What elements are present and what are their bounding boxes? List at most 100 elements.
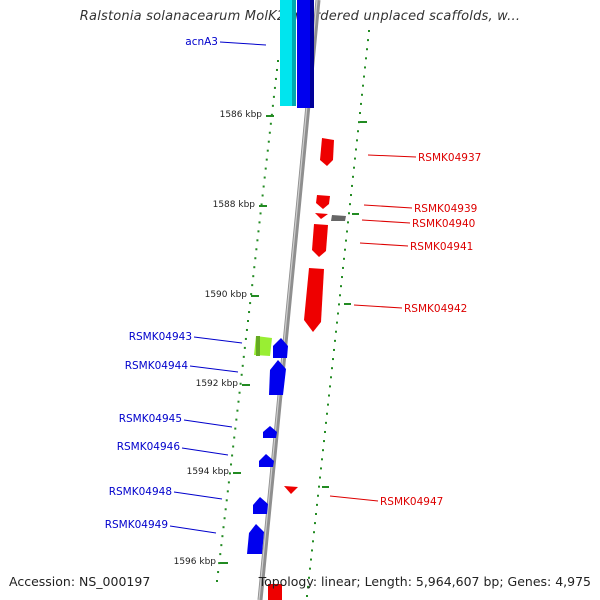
kbp-scale: 1586 kbp 1588 kbp 1590 kbp 1592 kbp 1594 kbp… <box>174 110 274 567</box>
gene-label[interactable]: RSMK04949 <box>105 519 168 531</box>
tick-dot <box>341 276 343 279</box>
tick-dot <box>313 531 315 534</box>
tick-dot <box>342 266 344 269</box>
tick-dot <box>329 385 331 388</box>
tick-dot <box>226 490 229 493</box>
tick-dot <box>271 104 274 107</box>
tick-dot <box>328 394 330 397</box>
tick-dot <box>358 121 360 124</box>
tick-dot <box>360 102 362 105</box>
tick-dot <box>217 571 220 574</box>
tick-dot <box>273 86 276 89</box>
kbp-dash <box>266 115 274 117</box>
gene-RSMK04940[interactable] <box>315 213 328 219</box>
tick-dot <box>367 39 369 42</box>
tick-dot <box>323 440 325 443</box>
gene-RSMK04941[interactable] <box>312 224 328 257</box>
tick-dot <box>344 303 351 305</box>
tick-dot <box>234 427 237 430</box>
tick-dot <box>240 373 243 376</box>
tick-dot <box>315 512 317 515</box>
gene-label[interactable]: RSMK04943 <box>129 331 192 343</box>
tick-dot <box>361 93 363 96</box>
gene-RSMK04940-grey[interactable] <box>331 215 346 221</box>
tick-dot <box>310 558 312 561</box>
kbp-label: 1596 kbp <box>174 557 217 567</box>
tick-dot <box>263 176 266 179</box>
tick-dot <box>343 257 345 260</box>
kbp-dash <box>251 295 259 297</box>
kbp-label: 1588 kbp <box>213 200 256 210</box>
gene-label[interactable]: RSMK04940 <box>412 218 475 230</box>
kbp-label: 1586 kbp <box>220 110 263 120</box>
kbp-label: 1590 kbp <box>205 290 248 300</box>
tick-dot <box>312 540 314 543</box>
gene-RSMK04949[interactable] <box>247 524 264 554</box>
gene-RSMK04948[interactable] <box>253 497 268 514</box>
tick-dot <box>352 175 354 178</box>
tick-dot <box>241 364 244 367</box>
tick-dot <box>335 330 337 333</box>
tick-dot <box>237 400 240 403</box>
tick-dot <box>242 355 245 358</box>
gene-RSMK04939[interactable] <box>316 195 330 209</box>
tick-dot <box>277 60 279 62</box>
gene-label[interactable]: acnA3 <box>185 36 218 48</box>
tick-dot <box>248 311 251 314</box>
gene-RSMK04947[interactable] <box>284 486 298 494</box>
tick-dot <box>349 203 351 206</box>
gene-label[interactable]: RSMK04937 <box>418 152 481 164</box>
gene-RSMK04945[interactable] <box>263 426 277 438</box>
tick-dot <box>221 535 224 538</box>
tick-dot <box>351 184 353 187</box>
tick-dot <box>264 167 267 170</box>
tick-dot <box>261 194 264 197</box>
tick-dot <box>228 472 231 475</box>
tick-dot <box>338 303 340 306</box>
gene-partial-bottom[interactable] <box>268 584 282 600</box>
tick-dot <box>360 121 367 123</box>
gene-RSMK04942[interactable] <box>304 268 324 332</box>
tick-dot <box>366 48 368 51</box>
tick-dot <box>346 230 348 233</box>
tick-dot <box>231 454 234 457</box>
kbp-dash <box>259 205 267 207</box>
tick-dot <box>334 339 336 342</box>
gene-label[interactable]: RSMK04946 <box>117 441 181 453</box>
gene-acnA3-blue[interactable] <box>297 0 314 108</box>
gene-label[interactable]: RSMK04942 <box>404 303 467 315</box>
gene-label[interactable]: RSMK04945 <box>119 413 182 425</box>
gene-label[interactable]: RSMK04944 <box>125 360 189 372</box>
gene-label[interactable]: RSMK04939 <box>414 203 477 215</box>
tick-dot <box>359 112 361 115</box>
tick-dot <box>336 321 338 324</box>
tick-dot <box>306 595 308 597</box>
tick-dot <box>253 266 256 269</box>
gene-label[interactable]: RSMK04941 <box>410 241 473 253</box>
tick-dot <box>250 293 253 296</box>
gene-label[interactable]: RSMK04948 <box>109 486 172 498</box>
tick-dot <box>324 430 326 433</box>
tick-dot <box>268 131 271 134</box>
tick-dot <box>321 458 323 461</box>
tick-dot <box>270 113 273 116</box>
tick-dot <box>233 436 236 439</box>
gene-label[interactable]: RSMK04947 <box>380 496 443 508</box>
genome-summary: Topology: linear; Length: 5,964,607 bp; … <box>258 574 591 589</box>
tick-dot <box>245 328 248 331</box>
gene-RSMK04944[interactable] <box>269 360 286 395</box>
tick-dot <box>274 77 277 80</box>
tick-dot <box>330 376 332 379</box>
gene-RSMK04937[interactable] <box>320 138 334 166</box>
gene-RSMK04943-blue[interactable] <box>273 338 288 358</box>
tick-dot <box>364 66 366 69</box>
tick-dot <box>244 337 247 340</box>
tick-dot <box>340 285 342 288</box>
gene-labels[interactable]: acnA3 RSMK04943 RSMK04944 RSMK04945 RSMK… <box>105 36 482 531</box>
tick-dot <box>320 467 322 470</box>
gene-RSMK04946[interactable] <box>259 454 274 467</box>
gene-glyphs[interactable] <box>247 0 346 600</box>
tick-dot <box>227 481 230 484</box>
tick-dot <box>337 312 339 315</box>
